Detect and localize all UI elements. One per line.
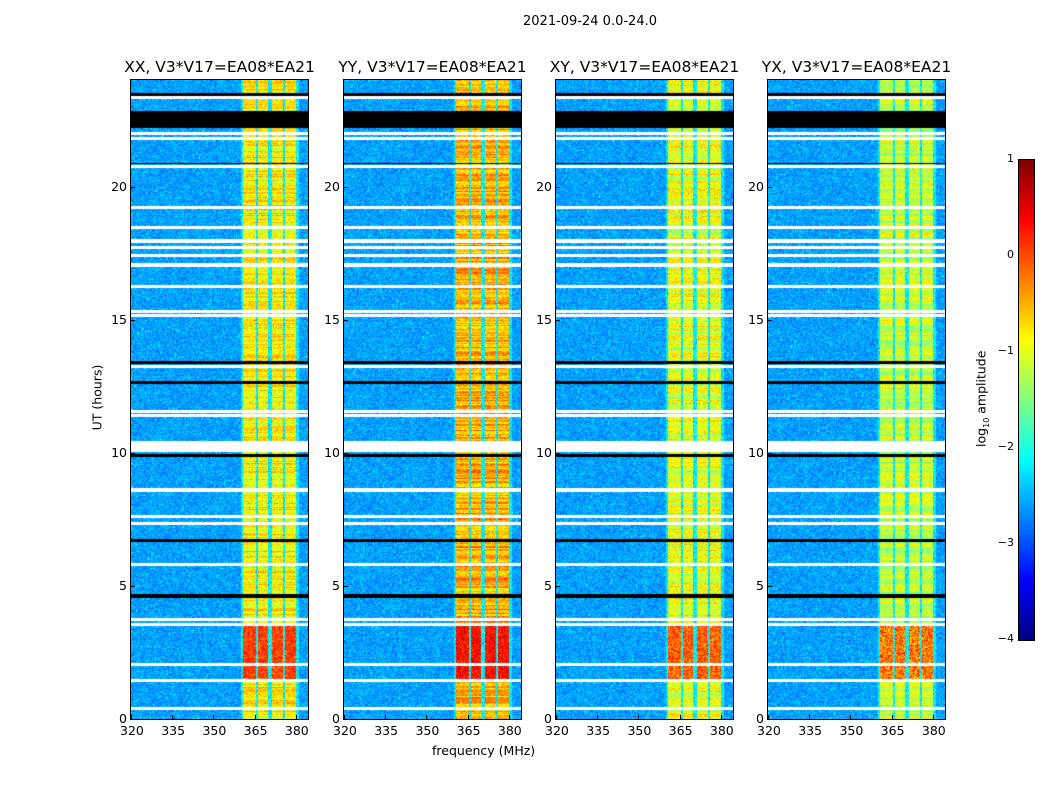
y-tick-label: 10: [748, 444, 764, 460]
x-tick-label: 350: [202, 723, 227, 738]
spectrogram-panel-2: [555, 79, 734, 720]
x-tick-mark: [809, 715, 811, 719]
y-tick-label: 10: [111, 444, 127, 460]
y-tick-mark: [768, 585, 772, 587]
y-tick-label: 0: [756, 711, 764, 726]
y-tick-mark: [344, 719, 348, 720]
spectrogram-panel-1: [343, 79, 522, 720]
x-tick-label: 350: [415, 723, 440, 738]
y-tick-label: 5: [332, 577, 340, 593]
y-tick-label: 15: [111, 311, 127, 327]
colorbar-tick-label: 1: [1007, 152, 1014, 165]
x-tick-label: 320: [333, 723, 357, 738]
colorbar: [1018, 159, 1035, 641]
y-tick-label: 5: [119, 577, 127, 593]
y-tick-mark: [131, 452, 135, 454]
x-tick-mark: [720, 715, 722, 719]
y-tick-label: 20: [324, 178, 340, 194]
y-tick-mark: [556, 585, 560, 587]
x-tick-label: 320: [545, 723, 569, 738]
x-tick-mark: [213, 715, 215, 719]
x-tick-mark: [638, 715, 640, 719]
x-tick-mark: [172, 715, 174, 719]
x-tick-mark: [508, 715, 510, 719]
panel-title: YX, V3*V17=EA08*EA21: [761, 58, 952, 76]
x-tick-label: 335: [798, 723, 823, 738]
spectrogram-panel-3: [767, 79, 946, 720]
y-tick-label: 15: [748, 311, 764, 327]
x-tick-mark: [295, 715, 297, 719]
x-tick-mark: [467, 715, 469, 719]
x-tick-label: 365: [880, 723, 905, 738]
y-tick-mark: [131, 319, 135, 321]
y-axis-label: UT (hours): [89, 364, 105, 431]
y-tick-mark: [768, 319, 772, 321]
x-tick-label: 380: [284, 723, 309, 738]
x-tick-mark: [426, 715, 428, 719]
colorbar-tick-label: 0: [1007, 248, 1014, 261]
x-tick-label: 365: [456, 723, 481, 738]
y-tick-label: 5: [544, 577, 552, 593]
colorbar-tick-label: −1: [997, 344, 1014, 357]
y-tick-label: 10: [324, 444, 340, 460]
colorbar-tick-label: −3: [997, 536, 1014, 549]
y-tick-label: 5: [756, 577, 764, 593]
y-tick-label: 0: [332, 711, 340, 726]
x-tick-label: 335: [586, 723, 611, 738]
x-tick-mark: [556, 715, 557, 719]
y-tick-mark: [344, 319, 348, 321]
x-tick-label: 320: [120, 723, 144, 738]
y-tick-mark: [556, 719, 560, 720]
x-tick-label: 350: [839, 723, 864, 738]
x-tick-mark: [254, 715, 256, 719]
x-tick-mark: [679, 715, 681, 719]
panel-title: XX, V3*V17=EA08*EA21: [124, 58, 315, 76]
x-tick-label: 380: [709, 723, 734, 738]
y-tick-label: 15: [536, 311, 552, 327]
colorbar-label: log10 amplitude: [973, 350, 991, 447]
x-tick-label: 320: [757, 723, 781, 738]
y-tick-mark: [131, 186, 135, 188]
y-tick-mark: [768, 186, 772, 188]
y-tick-label: 15: [324, 311, 340, 327]
x-tick-label: 380: [921, 723, 946, 738]
y-tick-label: 20: [111, 178, 127, 194]
x-tick-label: 380: [497, 723, 522, 738]
x-tick-label: 350: [627, 723, 652, 738]
x-tick-mark: [850, 715, 852, 719]
panel-title: XY, V3*V17=EA08*EA21: [549, 58, 740, 76]
x-axis-label: frequency (MHz): [432, 743, 536, 758]
y-tick-mark: [556, 319, 560, 321]
y-tick-label: 0: [119, 711, 127, 726]
x-tick-label: 365: [668, 723, 693, 738]
y-tick-mark: [344, 585, 348, 587]
y-tick-label: 0: [544, 711, 552, 726]
x-tick-label: 335: [374, 723, 399, 738]
x-tick-label: 365: [243, 723, 268, 738]
x-tick-mark: [344, 715, 345, 719]
y-tick-label: 10: [536, 444, 552, 460]
y-tick-mark: [556, 452, 560, 454]
x-tick-mark: [891, 715, 893, 719]
spectrogram-panel-0: [130, 79, 309, 720]
x-tick-mark: [768, 715, 769, 719]
y-tick-mark: [131, 719, 135, 720]
y-tick-mark: [344, 452, 348, 454]
x-tick-label: 335: [161, 723, 186, 738]
x-tick-mark: [385, 715, 387, 719]
colorbar-tick-label: −4: [997, 632, 1014, 645]
y-tick-label: 20: [536, 178, 552, 194]
y-tick-label: 20: [748, 178, 764, 194]
figure-title: 2021-09-24 0.0-24.0: [523, 14, 657, 29]
y-tick-mark: [556, 186, 560, 188]
y-tick-mark: [344, 186, 348, 188]
x-tick-mark: [597, 715, 599, 719]
y-tick-mark: [768, 719, 772, 720]
y-tick-mark: [131, 585, 135, 587]
panel-title: YY, V3*V17=EA08*EA21: [338, 58, 527, 76]
y-tick-mark: [768, 452, 772, 454]
colorbar-tick-label: −2: [997, 440, 1014, 453]
x-tick-mark: [131, 715, 132, 719]
x-tick-mark: [932, 715, 934, 719]
